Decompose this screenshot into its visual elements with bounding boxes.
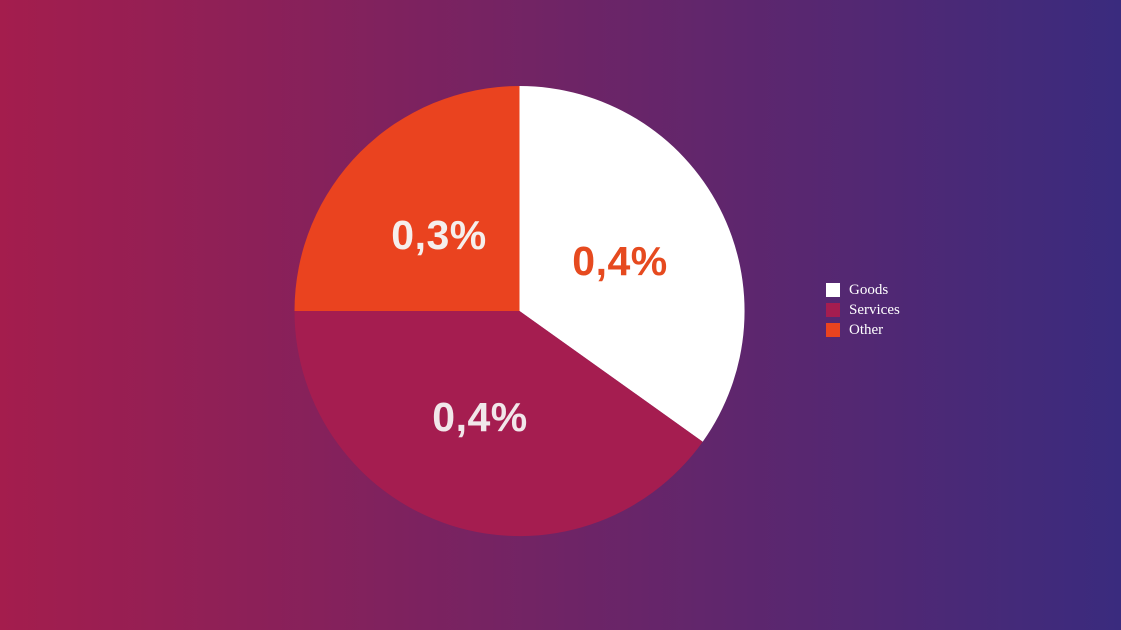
pie-value-label-other: 0,3%	[391, 212, 486, 258]
legend-label-services: Services	[849, 302, 900, 318]
legend-item-services: Services	[826, 302, 900, 318]
legend-label-goods: Goods	[849, 282, 889, 298]
legend-item-goods: Goods	[826, 282, 900, 298]
legend-swatch-services	[826, 303, 840, 317]
legend: Goods Services Other	[826, 282, 900, 338]
pie-value-label-services: 0,4%	[432, 394, 527, 440]
legend-label-other: Other	[849, 322, 884, 338]
pie-slice-other	[294, 86, 520, 311]
pie-slice-goods	[519, 86, 745, 442]
legend-swatch-other	[826, 323, 840, 337]
legend-item-other: Other	[826, 322, 900, 338]
pie-value-label-goods: 0,4%	[572, 238, 667, 284]
pie-slice-services	[294, 311, 703, 537]
legend-swatch-goods	[826, 283, 840, 297]
